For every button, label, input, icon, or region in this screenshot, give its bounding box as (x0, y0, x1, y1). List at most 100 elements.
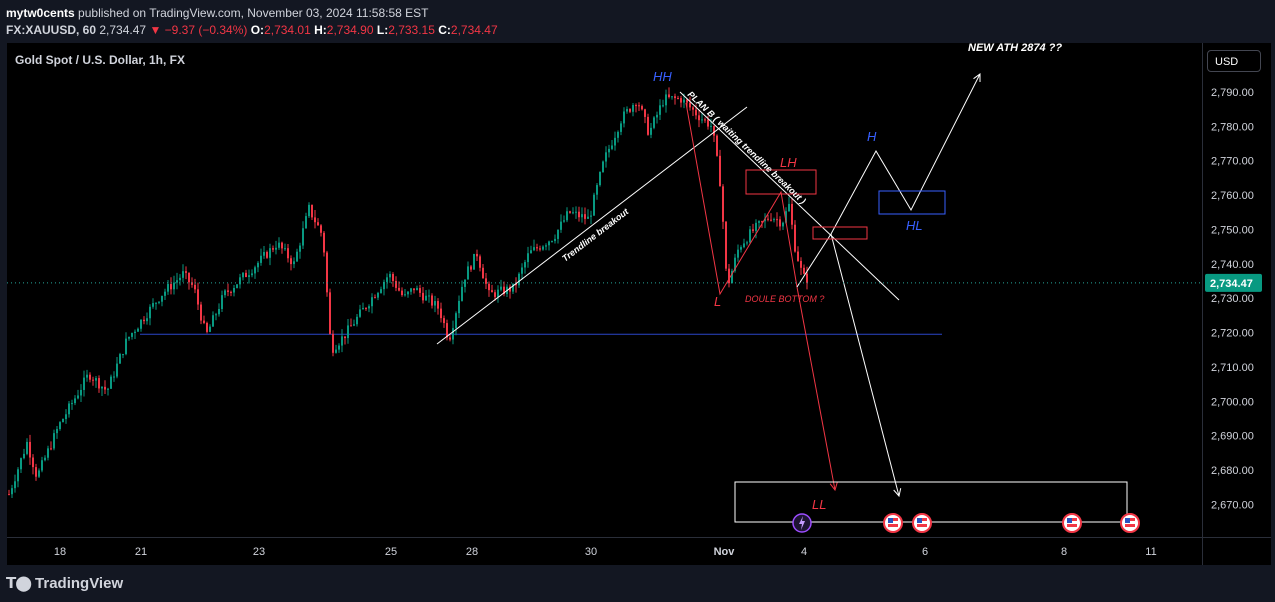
candle-body (743, 243, 745, 248)
candle-body (674, 96, 676, 99)
candle-body (305, 216, 307, 229)
x-tick-label: 6 (922, 546, 928, 558)
candle-body (164, 291, 166, 296)
candle-body (254, 267, 256, 274)
y-tick-label: 2,760.00 (1211, 190, 1254, 202)
candle-body (8, 494, 10, 496)
x-tick-label: 11 (1145, 546, 1156, 558)
candle-body (722, 186, 724, 222)
x-tick-label: 21 (135, 546, 147, 558)
tv-logo-icon: 𝗧⬤ (6, 575, 32, 592)
close-value: 2,734.47 (450, 23, 498, 37)
event-flag-canton (888, 518, 893, 523)
x-tick-label: 4 (801, 546, 807, 558)
x-tick-label: Nov (714, 546, 736, 558)
candle-body (590, 215, 592, 217)
candle-body (80, 389, 82, 396)
candle-body (299, 245, 301, 252)
y-tick-label: 2,690.00 (1211, 431, 1254, 443)
candle-body (296, 251, 298, 262)
candle-body (383, 281, 385, 290)
label-hl: HL (906, 218, 923, 233)
label-h: H (867, 129, 877, 144)
candles (8, 87, 808, 499)
y-tick-label: 2,730.00 (1211, 293, 1254, 305)
candle-body (77, 395, 79, 399)
candle-body (239, 277, 241, 285)
candle-body (377, 292, 379, 298)
candle-body (542, 246, 544, 250)
candle-body (110, 376, 112, 389)
candle-body (626, 109, 628, 112)
candle-body (758, 221, 760, 223)
x-tick-label: 30 (585, 546, 597, 558)
candle-body (620, 123, 622, 132)
ascending-trendline (436, 106, 748, 345)
candle-body (65, 414, 67, 420)
candle-body (413, 288, 415, 291)
currency-button[interactable]: USD (1207, 50, 1261, 72)
candle-body (650, 127, 652, 135)
candle-body (473, 253, 475, 270)
candle-body (83, 377, 85, 390)
candle-body (311, 204, 313, 218)
candle-body (212, 315, 214, 327)
event-flag-stripe (917, 524, 927, 527)
y-tick-label: 2,700.00 (1211, 396, 1254, 408)
candle-body (272, 248, 274, 250)
ohlc-legend: FX:XAUUSD, 60 2,734.47 ▼ −9.37 (−0.34%) … (6, 23, 498, 37)
candle-body (485, 278, 487, 284)
candle-body (656, 114, 658, 118)
chart-pane[interactable] (7, 43, 1202, 537)
open-label: O: (250, 23, 265, 37)
candle-body (719, 155, 721, 187)
candle-body (368, 306, 370, 309)
candle-body (797, 251, 799, 261)
candle-body (374, 297, 376, 299)
candle-body (95, 378, 97, 381)
candle-body (335, 349, 337, 353)
candle-body (419, 288, 421, 293)
event-flag-stripe (888, 524, 898, 527)
candle-body (731, 270, 733, 284)
candle-body (629, 109, 631, 112)
candle-body (185, 271, 187, 273)
candle-body (605, 152, 607, 162)
candle-body (287, 248, 289, 259)
label-double-bottom: DOULE BOTTOM ? (745, 294, 824, 304)
candle-body (179, 277, 181, 281)
candle-body (134, 331, 136, 334)
candle-body (281, 242, 283, 249)
candle-body (182, 271, 184, 278)
label-l: L (714, 294, 721, 309)
candle-body (242, 272, 244, 278)
candle-body (668, 94, 670, 98)
candle-body (569, 211, 571, 213)
candle-body (578, 211, 580, 218)
x-tick-labels: 18 21 23 25 28 30 Nov 4 6 8 11 (54, 546, 1157, 558)
time-axis[interactable] (7, 537, 1202, 565)
symbol-title: Gold Spot / U.S. Dollar, 1h, FX (15, 53, 186, 67)
candle-body (344, 336, 346, 339)
x-tick-label: 28 (466, 546, 478, 558)
symbol-interval: FX:XAUUSD, 60 (6, 23, 97, 37)
candle-body (203, 320, 205, 323)
candle-body (176, 280, 178, 283)
candle-body (551, 241, 553, 243)
tradingview-logo[interactable]: 𝗧⬤ TradingView (6, 574, 123, 592)
x-tick-label: 25 (385, 546, 397, 558)
candle-body (326, 252, 328, 293)
candle-body (341, 336, 343, 346)
candle-body (767, 218, 769, 220)
low-label: L: (376, 23, 389, 37)
author-name[interactable]: mytw0cents (6, 6, 75, 20)
y-tick-label: 2,780.00 (1211, 121, 1254, 133)
candle-body (596, 185, 598, 195)
last-price-tag (1205, 273, 1262, 292)
white-bearish-path (830, 233, 900, 497)
candle-body (122, 354, 124, 356)
candle-body (680, 98, 682, 103)
candle-body (770, 219, 772, 221)
candle-body (245, 272, 247, 278)
candle-body (143, 319, 145, 322)
